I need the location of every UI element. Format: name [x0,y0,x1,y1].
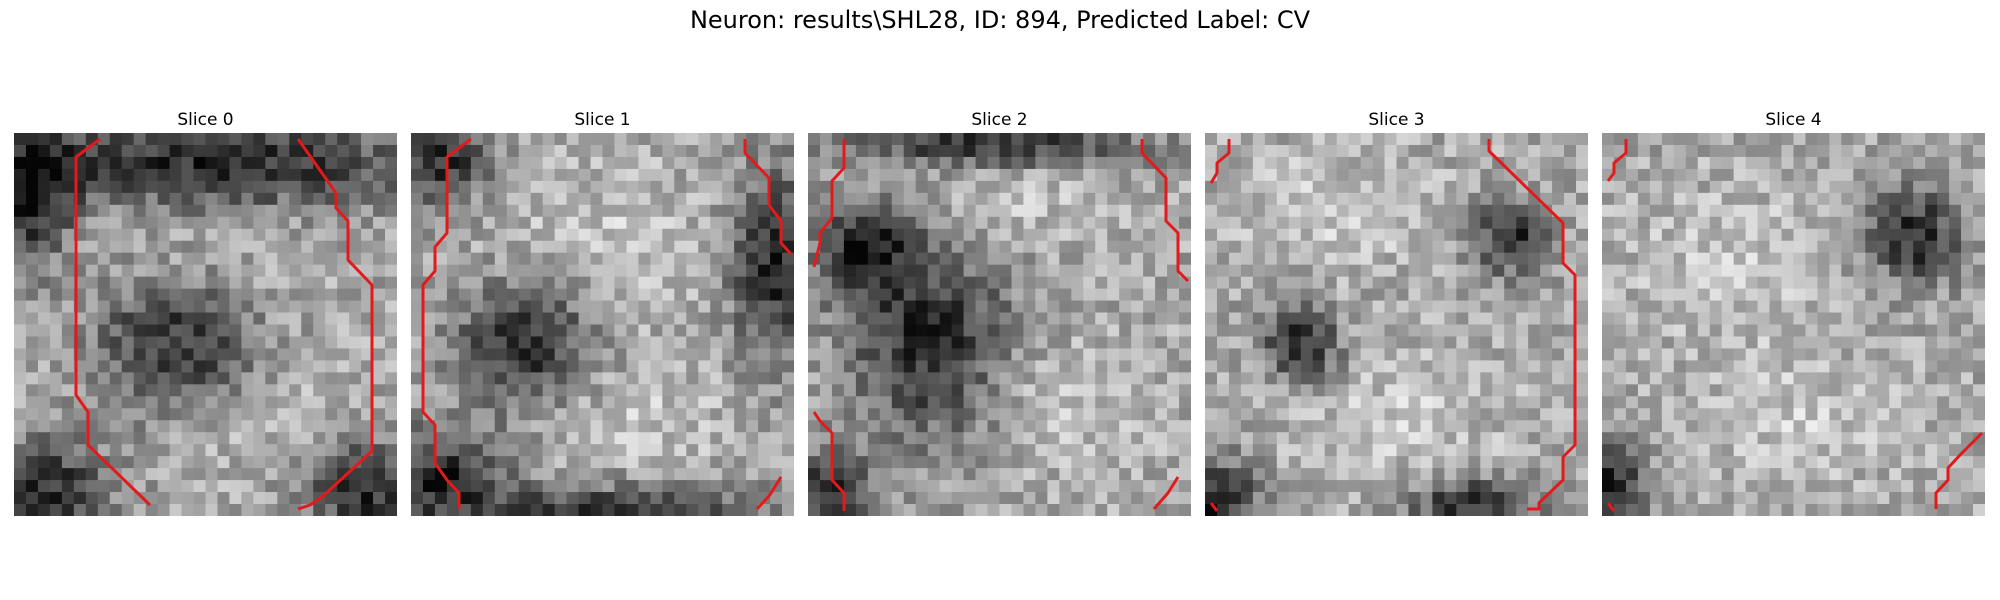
slice-title: Slice 2 [971,110,1028,130]
figure-title: Neuron: results\SHL28, ID: 894, Predicte… [689,6,1311,34]
segmentation-outline [1934,431,1984,509]
segmentation-outline [743,139,793,256]
segmentation-outline [1152,476,1180,510]
slice-panel-0: Slice 0 [14,107,397,516]
segmentation-outline [755,476,783,511]
slice-image [1205,133,1588,516]
slice-panel-2: Slice 2 [808,107,1191,516]
slice-title: Slice 1 [574,110,631,130]
segmentation-outline [1487,139,1577,511]
slice-title: Slice 4 [1765,110,1822,130]
segmentation-outline [812,411,846,511]
slice-image [14,133,397,516]
slice-panel-3: Slice 3 [1205,107,1588,516]
slice-image [808,133,1191,516]
slice-panel-1: Slice 1 [411,107,794,516]
segmentation-outline [421,137,472,509]
slice-image [411,133,794,516]
segmentation-outline [1606,502,1616,512]
slice-title: Slice 3 [1368,110,1425,130]
segmentation-outline [1140,139,1190,283]
slice-panel-4: Slice 4 [1602,107,1985,516]
slice-title: Slice 0 [177,110,234,130]
segmentation-outline [296,138,374,511]
slice-image [1602,133,1985,516]
segmentation-outline [1209,139,1231,184]
segmentation-outline [1209,502,1219,512]
segmentation-outline [1606,139,1628,182]
segmentation-outline [74,137,152,507]
segmentation-outline [812,139,846,268]
